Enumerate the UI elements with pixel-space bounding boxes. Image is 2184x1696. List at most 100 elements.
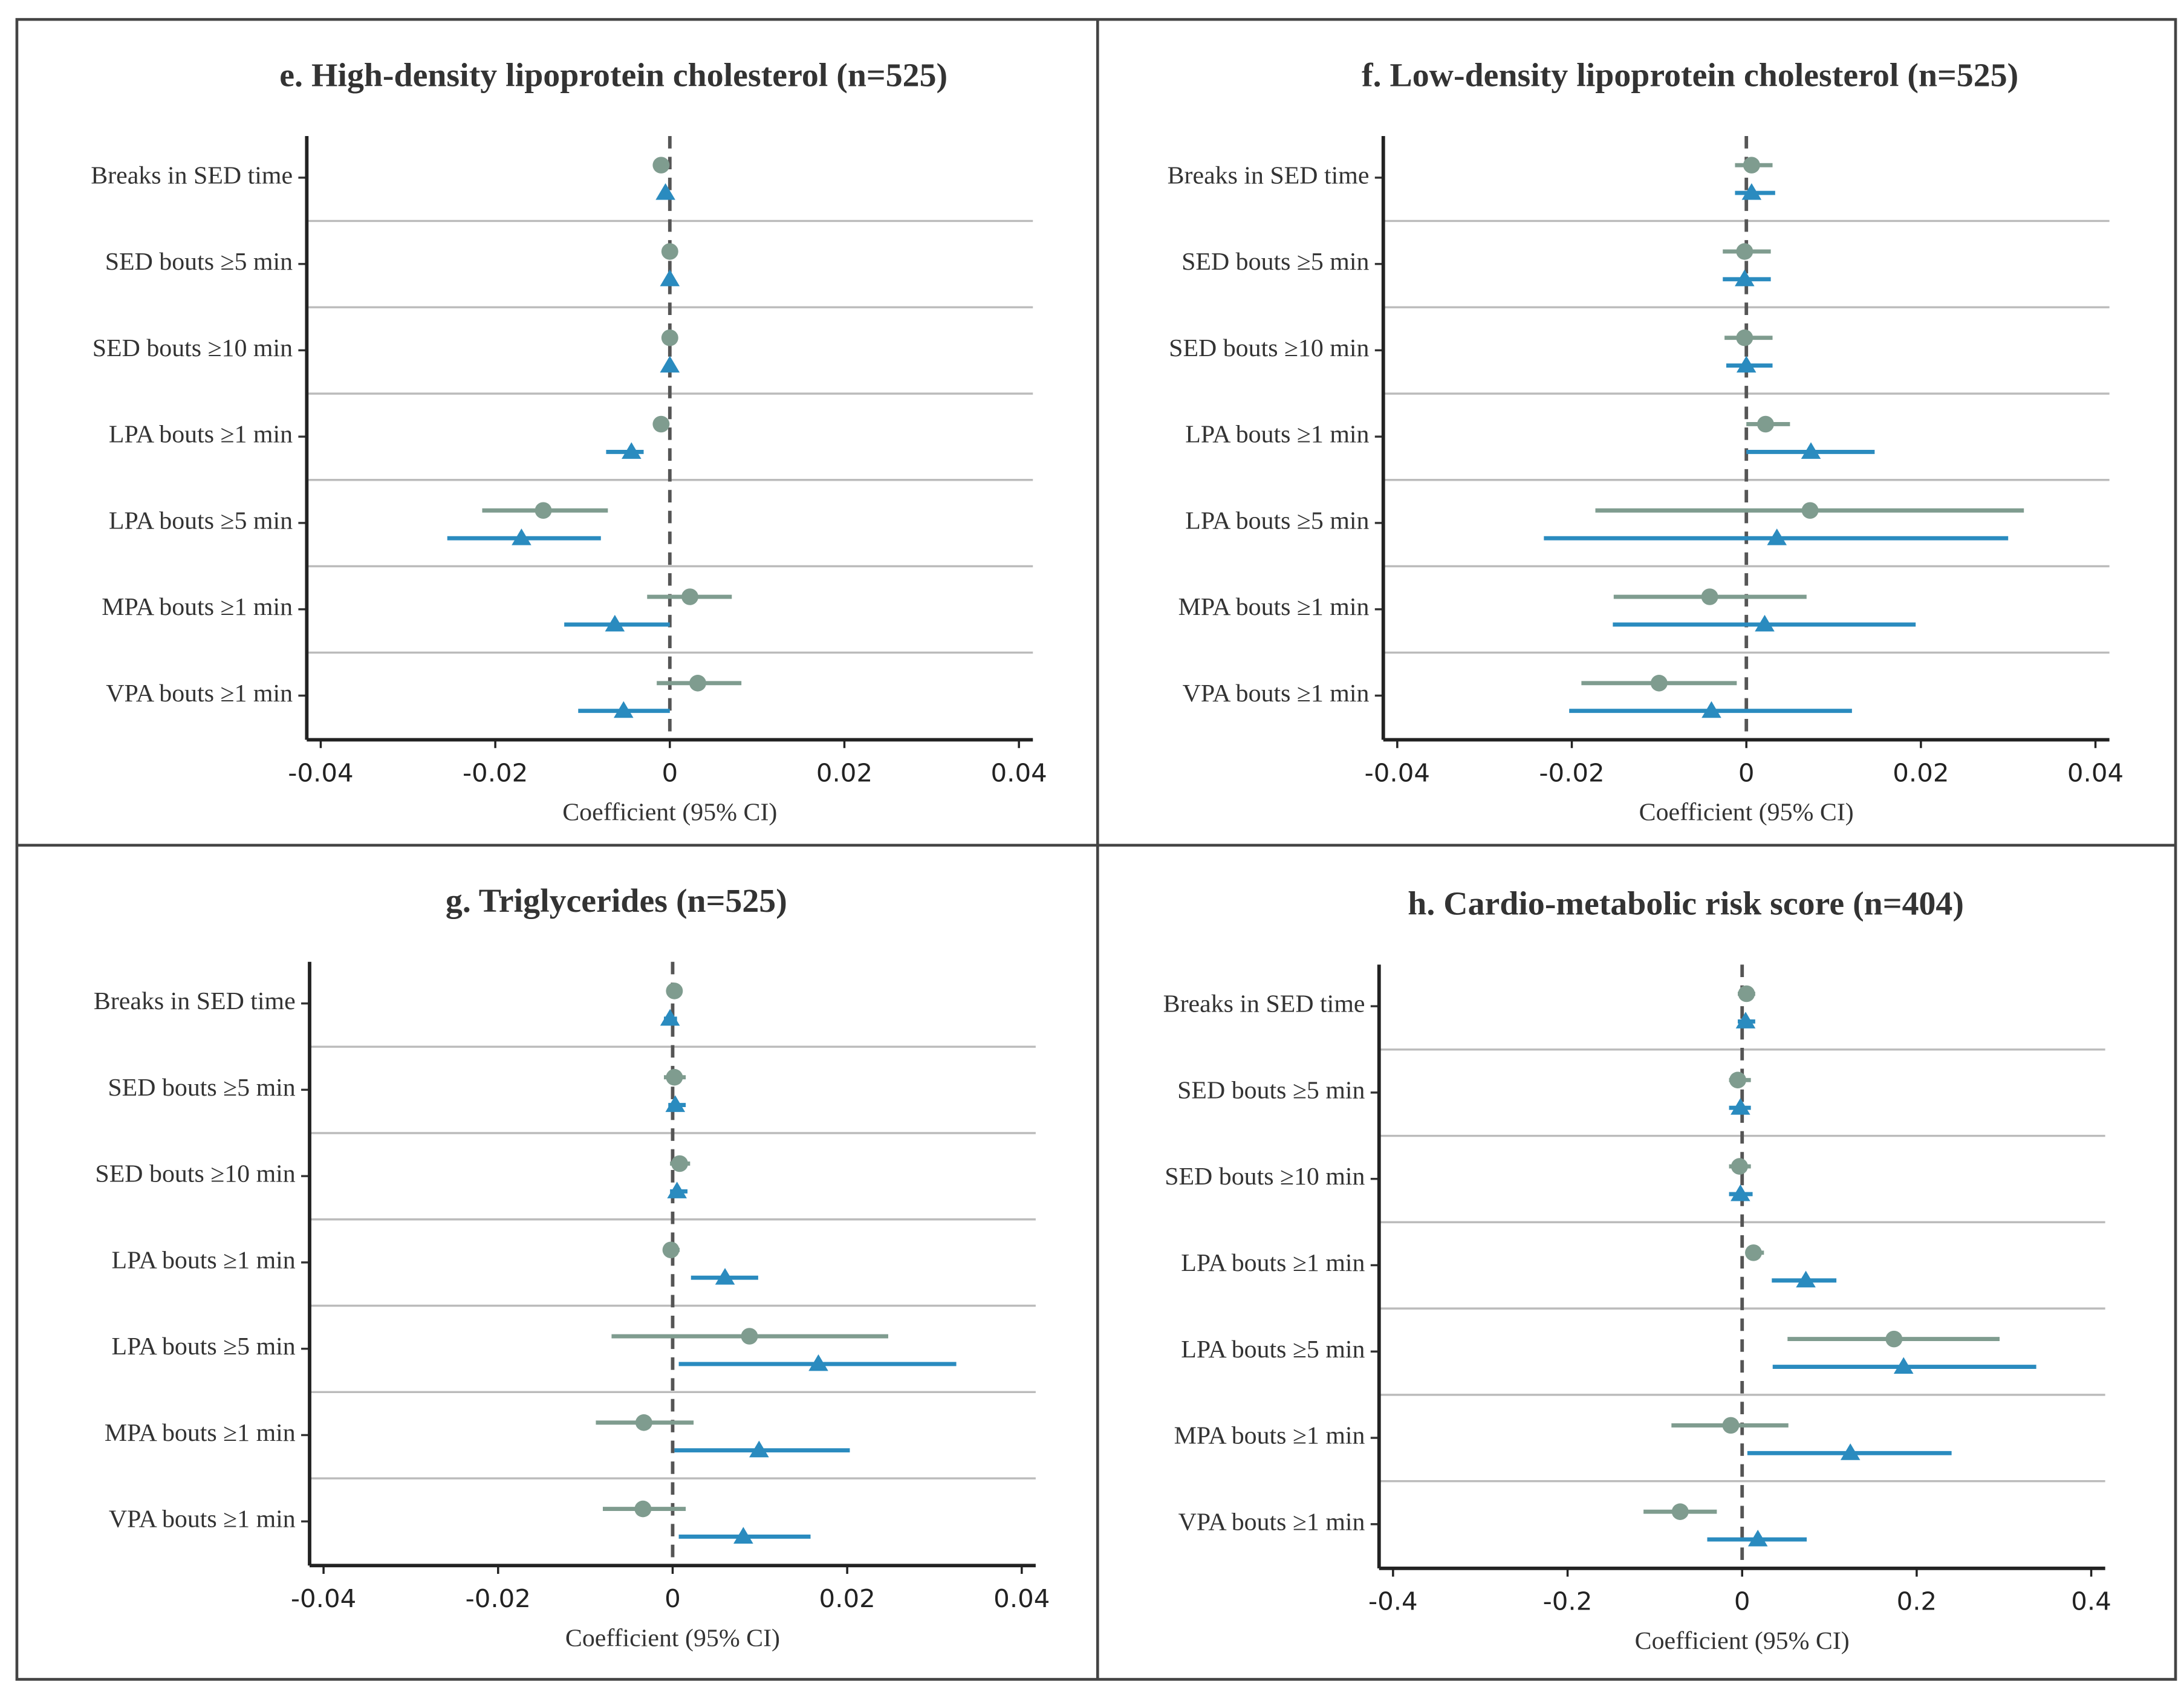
- point: [1757, 415, 1774, 433]
- point: [1731, 1158, 1748, 1175]
- x-tick-label: -0.2: [1543, 1587, 1593, 1616]
- point: [1701, 588, 1718, 605]
- x-tick-label: 0.04: [993, 1584, 1050, 1613]
- x-tick-label: 0: [665, 1584, 681, 1613]
- point: [655, 183, 675, 200]
- y-tick-label: SED bouts ≥5 min: [108, 1073, 296, 1101]
- point: [634, 1500, 652, 1518]
- point: [1738, 985, 1755, 1002]
- y-tick-label: VPA bouts ≥1 min: [1178, 1508, 1365, 1536]
- point: [749, 1440, 769, 1458]
- point: [662, 1241, 680, 1259]
- point: [1743, 157, 1760, 174]
- x-axis-label: Coefficient (95% CI): [1639, 798, 1854, 827]
- point: [622, 442, 642, 459]
- x-tick-label: 0.04: [2067, 758, 2124, 788]
- point: [1736, 329, 1753, 346]
- x-axis-label: Coefficient (95% CI): [565, 1624, 780, 1652]
- point: [512, 528, 531, 545]
- x-tick-label: 0.2: [1897, 1587, 1937, 1616]
- point: [665, 1095, 686, 1113]
- point: [1893, 1357, 1914, 1374]
- x-tick-label: -0.02: [466, 1584, 531, 1613]
- point: [666, 983, 683, 999]
- point: [1840, 1443, 1861, 1460]
- point: [1736, 243, 1753, 260]
- point: [1731, 1098, 1750, 1115]
- point: [1801, 502, 1819, 519]
- point: [1885, 1330, 1903, 1348]
- point: [1767, 528, 1787, 545]
- x-axis-label: Coefficient (95% CI): [562, 798, 777, 827]
- y-tick-label: VPA bouts ≥1 min: [106, 679, 293, 707]
- point: [1745, 1244, 1762, 1261]
- y-tick-label: LPA bouts ≥1 min: [1181, 1249, 1365, 1276]
- y-tick-label: LPA bouts ≥1 min: [109, 420, 293, 448]
- y-tick-label: SED bouts ≥10 min: [1169, 334, 1370, 362]
- y-tick-label: MPA bouts ≥1 min: [102, 593, 293, 620]
- panel-title: e. High-density lipoprotein cholesterol …: [279, 57, 947, 94]
- panel-title: g. Triglycerides (n=525): [446, 882, 787, 919]
- y-tick-label: MPA bouts ≥1 min: [105, 1418, 296, 1446]
- point: [681, 588, 698, 605]
- point: [1801, 442, 1821, 459]
- point: [1671, 1503, 1689, 1520]
- point: [1741, 183, 1762, 200]
- x-tick-label: 0.4: [2071, 1587, 2111, 1616]
- x-tick-label: 0: [1738, 758, 1755, 788]
- y-tick-label: Breaks in SED time: [1168, 161, 1370, 189]
- x-tick-label: 0: [1734, 1587, 1750, 1616]
- point: [733, 1527, 753, 1544]
- y-tick-label: Breaks in SED time: [94, 987, 296, 1015]
- point: [808, 1354, 828, 1371]
- point: [1735, 1012, 1756, 1028]
- y-tick-label: LPA bouts ≥1 min: [112, 1246, 296, 1274]
- point: [1796, 1270, 1816, 1288]
- point: [741, 1328, 758, 1345]
- y-tick-label: LPA bouts ≥5 min: [1185, 507, 1369, 534]
- panel-title: h. Cardio-metabolic risk score (n=404): [1408, 885, 1964, 922]
- point: [660, 269, 680, 287]
- point: [660, 1009, 680, 1026]
- y-tick-label: SED bouts ≥10 min: [93, 334, 293, 362]
- x-tick-label: 0: [661, 758, 678, 788]
- panel-title: f. Low-density lipoprotein cholesterol (…: [1362, 57, 2018, 94]
- point: [1650, 675, 1668, 692]
- x-tick-label: 0.02: [819, 1584, 876, 1613]
- point: [1731, 1184, 1750, 1201]
- point: [660, 356, 680, 373]
- point: [652, 157, 670, 174]
- x-tick-label: -0.04: [1365, 758, 1430, 788]
- x-tick-label: 0.04: [991, 758, 1047, 788]
- point: [667, 1181, 687, 1198]
- point: [661, 243, 678, 260]
- y-tick-label: LPA bouts ≥5 min: [1181, 1335, 1365, 1363]
- x-tick-label: -0.04: [288, 758, 353, 788]
- x-tick-label: 0.02: [816, 758, 873, 788]
- point: [1736, 356, 1757, 373]
- y-tick-label: LPA bouts ≥5 min: [112, 1332, 296, 1360]
- x-tick-label: 0.02: [1893, 758, 1949, 788]
- x-axis-label: Coefficient (95% CI): [1635, 1626, 1850, 1655]
- y-tick-label: VPA bouts ≥1 min: [1183, 679, 1370, 707]
- point: [661, 329, 678, 346]
- y-tick-label: LPA bouts ≥1 min: [1185, 420, 1369, 448]
- x-tick-label: -0.04: [291, 1584, 356, 1613]
- x-tick-label: -0.02: [463, 758, 528, 788]
- point: [652, 415, 670, 433]
- point: [1735, 269, 1755, 287]
- y-tick-label: SED bouts ≥5 min: [1181, 247, 1370, 275]
- point: [1722, 1417, 1740, 1434]
- y-tick-label: SED bouts ≥10 min: [1165, 1162, 1365, 1190]
- point: [715, 1268, 735, 1285]
- y-tick-label: MPA bouts ≥1 min: [1174, 1421, 1365, 1449]
- y-tick-label: SED bouts ≥5 min: [1177, 1076, 1365, 1104]
- y-tick-label: MPA bouts ≥1 min: [1178, 593, 1370, 620]
- y-tick-label: VPA bouts ≥1 min: [109, 1505, 296, 1533]
- point: [1755, 614, 1775, 632]
- y-tick-label: LPA bouts ≥5 min: [109, 507, 293, 534]
- point: [671, 1155, 688, 1172]
- point: [535, 502, 552, 519]
- x-tick-label: -0.4: [1368, 1587, 1418, 1616]
